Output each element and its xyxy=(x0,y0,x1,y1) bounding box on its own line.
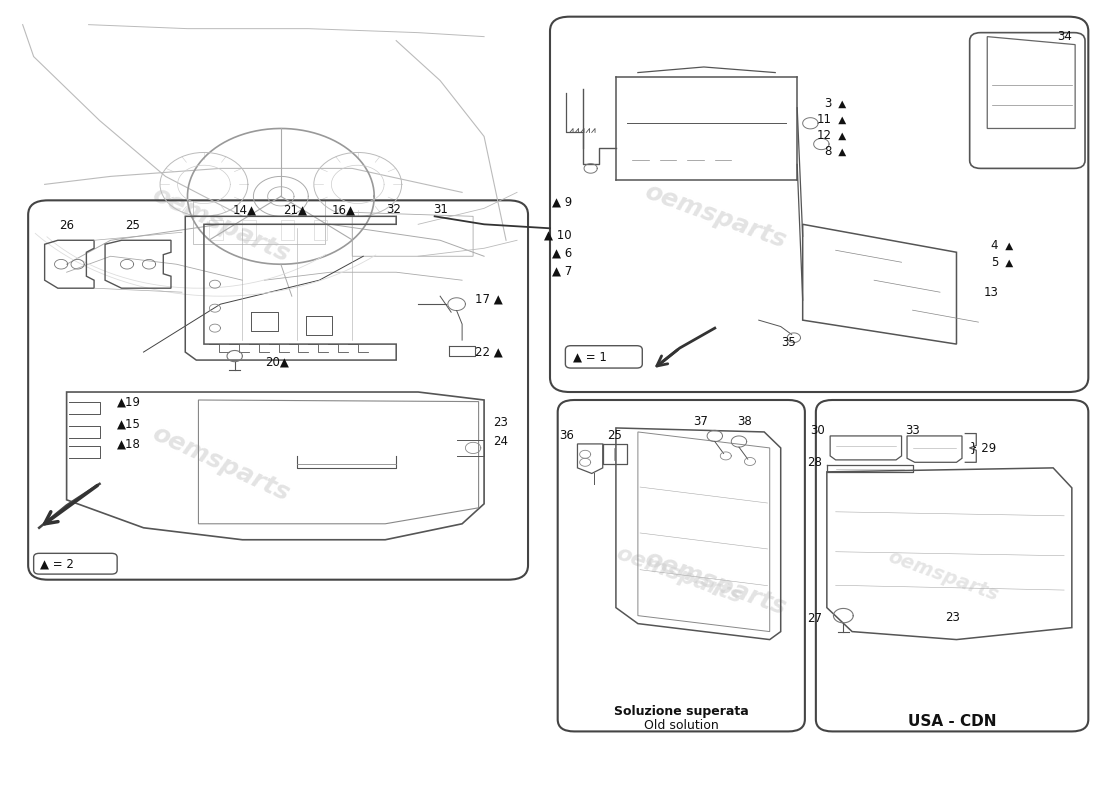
Bar xyxy=(192,200,324,244)
Text: 27: 27 xyxy=(807,611,823,625)
Text: ▲: ▲ xyxy=(1001,241,1013,251)
Text: 21▲: 21▲ xyxy=(283,203,307,217)
Text: 30: 30 xyxy=(810,424,825,437)
Text: 16▲: 16▲ xyxy=(331,203,355,217)
Text: ▲: ▲ xyxy=(835,98,846,109)
Text: ▲19: ▲19 xyxy=(118,395,141,408)
Text: 14▲: 14▲ xyxy=(232,203,256,217)
Text: oemsparts: oemsparts xyxy=(147,422,293,506)
Text: 11: 11 xyxy=(816,113,832,126)
Text: 3: 3 xyxy=(824,98,832,110)
FancyBboxPatch shape xyxy=(565,346,642,368)
Text: 8: 8 xyxy=(824,145,832,158)
Text: } 29: } 29 xyxy=(970,442,996,454)
Bar xyxy=(242,220,255,240)
Text: ▲ 6: ▲ 6 xyxy=(552,246,572,259)
Text: 23: 23 xyxy=(946,610,960,624)
Text: oemsparts: oemsparts xyxy=(613,544,745,608)
Text: 23: 23 xyxy=(493,416,508,429)
Text: 33: 33 xyxy=(905,424,920,437)
Text: ▲ = 1: ▲ = 1 xyxy=(573,350,607,363)
Text: 28: 28 xyxy=(807,456,823,469)
Text: 38: 38 xyxy=(737,415,751,428)
Text: 37: 37 xyxy=(693,415,708,428)
Text: 4: 4 xyxy=(991,239,998,252)
FancyBboxPatch shape xyxy=(34,554,117,574)
Bar xyxy=(314,220,327,240)
Text: 32: 32 xyxy=(386,203,402,217)
Text: 13: 13 xyxy=(983,286,998,298)
Text: 24: 24 xyxy=(493,435,508,448)
Text: 36: 36 xyxy=(559,430,574,442)
Text: oemsparts: oemsparts xyxy=(640,547,789,621)
Text: ▲: ▲ xyxy=(1001,258,1013,268)
Text: 34: 34 xyxy=(1057,30,1071,43)
Text: ▲15: ▲15 xyxy=(118,418,141,430)
Bar xyxy=(280,220,294,240)
Text: ▲ 9: ▲ 9 xyxy=(552,195,572,209)
Text: 17 ▲: 17 ▲ xyxy=(475,293,503,306)
Bar xyxy=(209,220,222,240)
Text: 35: 35 xyxy=(781,336,795,349)
Text: 31: 31 xyxy=(432,203,448,217)
Text: Old solution: Old solution xyxy=(645,718,719,731)
Text: USA - CDN: USA - CDN xyxy=(908,714,997,730)
Text: ▲: ▲ xyxy=(835,130,846,141)
Text: 22 ▲: 22 ▲ xyxy=(475,346,503,358)
Text: Soluzione superata: Soluzione superata xyxy=(615,705,749,718)
Text: oemsparts: oemsparts xyxy=(886,547,1001,605)
Text: ▲ = 2: ▲ = 2 xyxy=(41,558,74,570)
Text: 26: 26 xyxy=(59,219,74,233)
Text: ▲: ▲ xyxy=(835,146,846,157)
Text: oemsparts: oemsparts xyxy=(640,179,789,253)
Text: 25: 25 xyxy=(607,430,621,442)
Text: ▲ 10: ▲ 10 xyxy=(544,229,572,242)
Text: ▲: ▲ xyxy=(835,114,846,125)
Text: ▲18: ▲18 xyxy=(118,438,141,450)
Text: 5: 5 xyxy=(991,256,998,269)
Text: ▲ 7: ▲ 7 xyxy=(552,264,572,277)
Text: 20▲: 20▲ xyxy=(265,355,289,368)
Text: oemsparts: oemsparts xyxy=(147,182,293,266)
Text: 25: 25 xyxy=(125,219,140,233)
Text: 12: 12 xyxy=(816,129,832,142)
